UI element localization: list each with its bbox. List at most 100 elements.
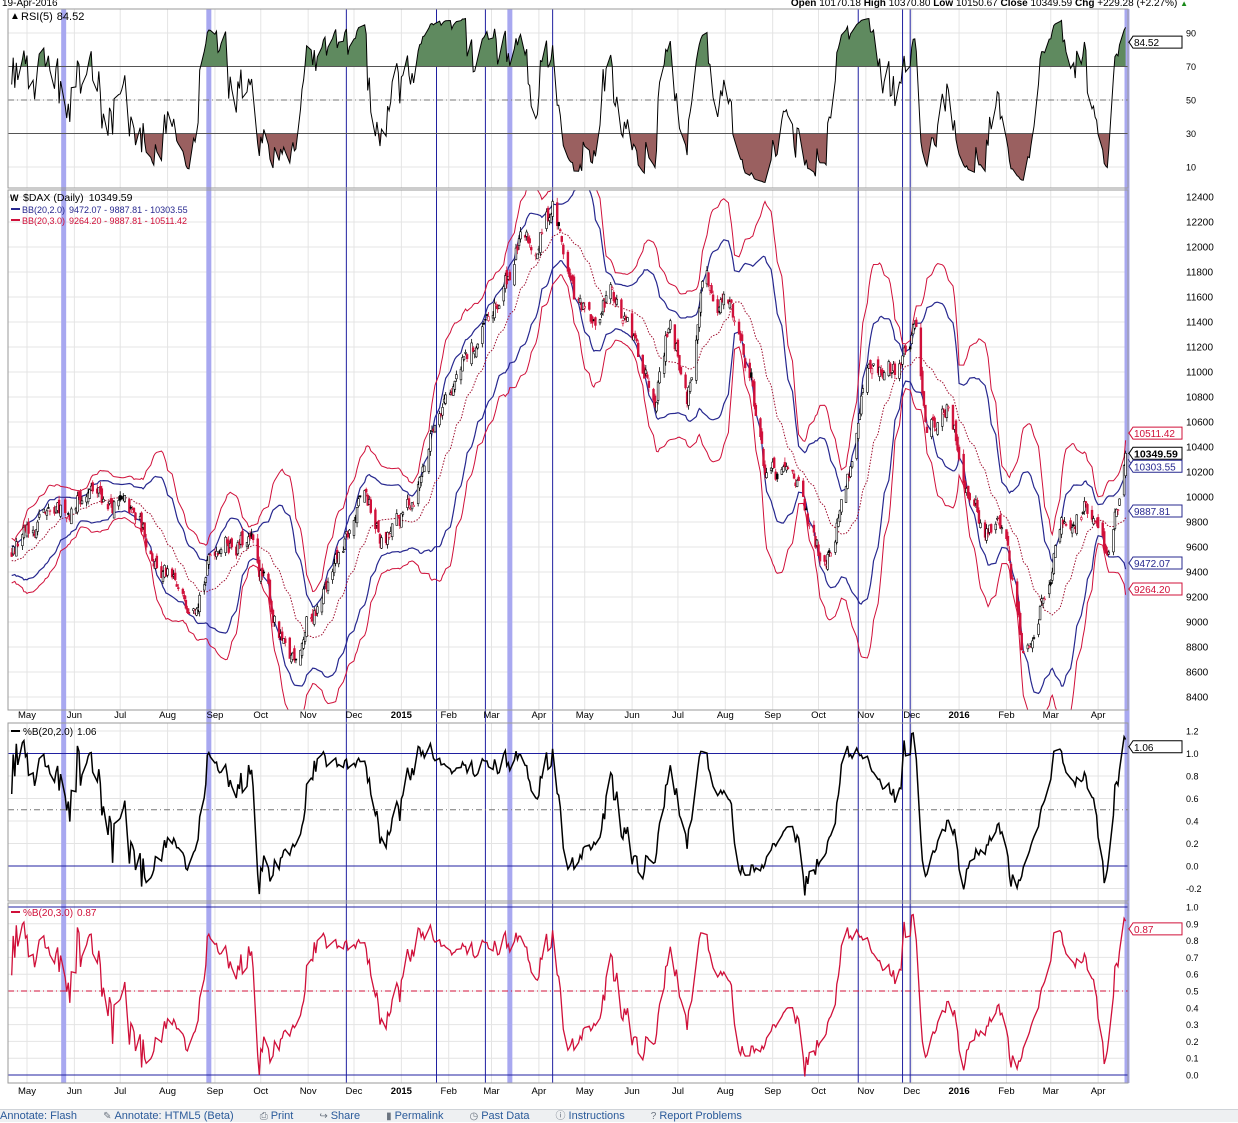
toolbar-past-data-link[interactable]: ◷ Past Data [469, 1110, 529, 1122]
x-tick-label: Apr [1091, 710, 1106, 721]
toolbar-item-label: Report Problems [659, 1110, 742, 1122]
candle-body [989, 524, 993, 533]
x-tick-label: Aug [717, 1086, 734, 1097]
candle-body [358, 495, 362, 498]
candle-body [487, 316, 490, 321]
candle-body [893, 363, 897, 375]
candle-body [866, 367, 869, 393]
candle-body [16, 543, 20, 547]
candle-body [206, 560, 209, 576]
toolbar-permalink-link[interactable]: ▮ Permalink [386, 1110, 443, 1122]
panel-border [7, 189, 1129, 711]
candle-body [956, 436, 959, 451]
candle-body [170, 568, 174, 578]
candle-body [407, 498, 411, 506]
candle-body [438, 413, 441, 426]
pctb3-value-tag: 0.87 [1128, 922, 1183, 936]
candle-body [1084, 501, 1088, 504]
candle-body [525, 231, 528, 237]
change-value: +229.28 (+2.27%) [1097, 0, 1178, 9]
candle-body [763, 464, 767, 475]
price-value-tag: 10349.59 [1128, 446, 1183, 460]
candle-body [578, 298, 582, 304]
candle-body [760, 431, 764, 444]
x-tick-label: Dec [903, 710, 920, 721]
candle-body [826, 554, 829, 570]
x-tick-label: Aug [159, 1086, 176, 1097]
candle-body [1086, 504, 1089, 514]
price-y-tick: 11200 [1186, 343, 1214, 354]
close-value: 10349.59 [1030, 0, 1073, 9]
candle-body [1090, 509, 1094, 520]
candle-body [901, 355, 904, 365]
candle-body [823, 555, 826, 562]
price-y-tick: 10800 [1186, 393, 1214, 404]
candle-body [514, 247, 518, 260]
candle-body [357, 498, 360, 507]
candle-body [1041, 598, 1045, 604]
candle-body [999, 515, 1002, 529]
candle-body [1081, 512, 1085, 514]
x-tick-label: Sep [206, 710, 223, 721]
x-tick-label: Nov [857, 710, 874, 721]
value-tag-text: 10303.55 [1134, 462, 1176, 473]
candle-body [482, 322, 486, 325]
candle-body [945, 404, 949, 418]
toolbar-annotate-flash-link[interactable]: Annotate: Flash [0, 1110, 77, 1122]
toolbar-instructions-link[interactable]: ⓘ Instructions [556, 1110, 625, 1122]
candle-body [676, 339, 680, 357]
candle-body [850, 461, 854, 468]
value-tag-box [1128, 35, 1183, 49]
price-y-tick: 10600 [1186, 418, 1214, 429]
rsi-y-tick: 50 [1186, 96, 1196, 106]
toolbar-annotate-html5-beta-link[interactable]: ✎ Annotate: HTML5 (Beta) [103, 1110, 234, 1122]
candle-body [549, 213, 553, 223]
candle-body [626, 317, 629, 322]
candle-body [711, 294, 715, 302]
x-tick-label: 2016 [949, 710, 970, 721]
value-tag-box [1128, 446, 1183, 460]
clock-icon: ◷ [469, 1111, 479, 1122]
candle-body [1048, 584, 1051, 595]
pctb3-y-tick: 0.7 [1186, 953, 1199, 963]
value-tag-text: 0.87 [1134, 925, 1154, 936]
x-tick-label: May [576, 710, 594, 721]
candle-body [588, 302, 591, 310]
candle-body [42, 508, 46, 513]
candle-body [516, 246, 519, 251]
candle-body [1031, 640, 1034, 649]
price-legend-label: $DAX (Daily) [23, 192, 84, 204]
candle-body [459, 368, 463, 381]
candle-body [380, 537, 383, 549]
x-tick-label: Jun [624, 710, 639, 721]
candle-body [455, 374, 458, 380]
candle-body [177, 587, 180, 589]
candle-body [1116, 509, 1120, 512]
x-tick-label: 2016 [949, 1086, 970, 1097]
candle-body [583, 306, 586, 309]
toolbar-share-link[interactable]: ↪ Share [319, 1110, 360, 1122]
candle-body [546, 207, 550, 221]
candle-body [400, 513, 403, 528]
toolbar-report-problems-link[interactable]: ? Report Problems [651, 1110, 742, 1122]
x-tick-label: Mar [1043, 1086, 1059, 1097]
candle-body [267, 573, 270, 584]
x-tick-label: Dec [346, 1086, 363, 1097]
bb2-legend-label: BB(20,2.0) [22, 205, 65, 215]
pctb2-value-tag: 1.06 [1128, 740, 1183, 754]
candle-body [387, 534, 391, 538]
toolbar-print-link[interactable]: ⎙ Print [260, 1110, 294, 1122]
candle-body [258, 559, 261, 577]
candle-body [849, 466, 852, 477]
candle-body [635, 338, 638, 342]
x-tick-label: Oct [253, 1086, 268, 1097]
candle-body [954, 420, 958, 442]
panel-border [7, 902, 1129, 1084]
candle-body [753, 381, 756, 407]
pctb3-legend-swatch [11, 911, 20, 913]
candle-body [731, 304, 735, 318]
candle-body [847, 475, 851, 479]
candle-body [262, 571, 266, 574]
candle-body [144, 538, 148, 548]
